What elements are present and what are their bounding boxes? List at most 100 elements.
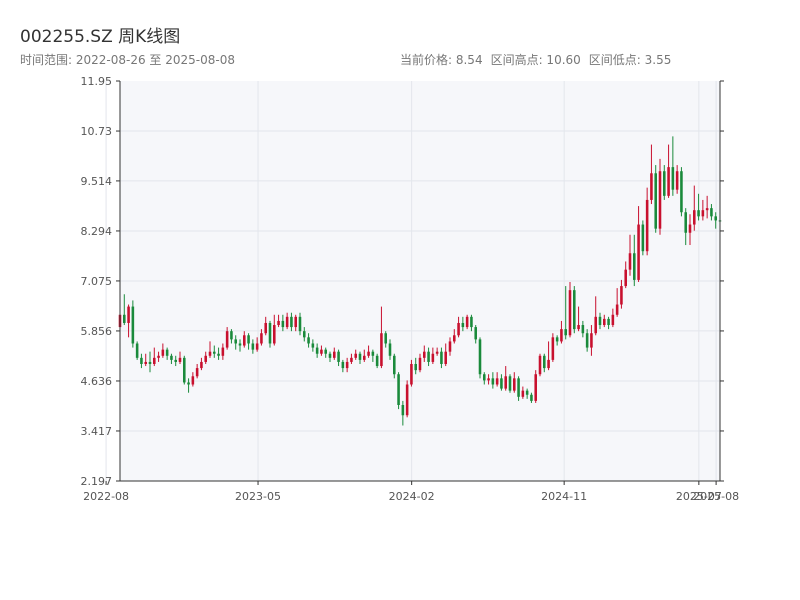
candle-body [658,171,662,229]
candle-body [431,353,435,362]
candle-body [423,351,426,358]
chart-title: 002255.SZ 周K线图 [20,27,181,47]
candle-body [607,318,610,326]
candle-body [440,351,443,364]
candle-body [543,355,546,369]
candle-body [247,335,250,344]
x-tick-label: 2025-08 [693,490,739,503]
chart-subtitle: 时间范围: 2022-08-26 至 2025-08-08 [20,53,235,67]
candle-body [307,337,310,344]
candle-body [714,216,717,221]
candle-body [650,173,653,200]
candles [118,136,722,426]
candle-body [590,333,593,348]
candle-body [620,286,623,305]
candle-body [127,306,130,323]
candle-body [264,322,267,334]
candle-body [478,339,482,375]
y-ticks: 11.95 10.73 9.514 8.294 7.075 5.856 4.636 3.417… [81,75,724,488]
candle-body [187,382,190,385]
candle-body [560,329,563,342]
candle-body [157,355,160,358]
candle-body [135,343,139,358]
candle-body [243,335,246,346]
candle-body [208,351,212,356]
candle-body [470,316,473,328]
candle-body [204,355,207,362]
candle-body [328,353,332,358]
candle-body [444,351,447,364]
candle-body [598,316,602,326]
candle-body [260,333,263,344]
candle-body [654,173,657,229]
candle-body [388,343,392,356]
candle-body [273,325,276,344]
y-tick-label: 3.417 [81,425,113,438]
x-tick-label: 2022-08 [83,490,129,503]
candle-body [350,357,353,362]
candle-body [551,337,555,360]
candle-body [547,359,550,369]
candle-body [637,224,640,280]
candle-body [500,378,503,389]
candle-body [474,327,477,340]
candle-body [633,253,636,280]
candle-body [294,316,297,328]
candle-body [384,333,387,344]
y-tick-label: 10.73 [81,125,113,138]
x-tick-label: 2025-07 [676,490,722,503]
candle-body [401,405,405,416]
x-ticks: 2022-08 2023-05 2024-02 2024-11 2025-072025-… [83,481,739,503]
candle-body [521,390,525,397]
y-tick-label: 8.294 [81,225,113,238]
candle-body [517,378,520,397]
candle-body [311,343,315,348]
candle-body [513,378,516,391]
candle-body [195,368,199,377]
candle-body [581,325,585,334]
candle-body [148,361,152,364]
candle-body [405,384,409,416]
y-tick-label: 4.636 [81,375,113,388]
candle-body [375,355,379,367]
candle-body [414,363,417,371]
candle-body [333,351,336,358]
y-tick-label: 11.95 [81,75,113,88]
current-price: 当前价格: 8.54 [400,53,483,67]
candle-body [380,333,383,367]
candle-body [165,349,169,356]
candle-body [230,331,233,340]
candle-body [624,269,627,287]
candle-body [255,343,259,350]
candle-body [491,378,495,385]
candle-body [465,316,469,328]
candle-body [367,351,370,356]
candle-body [594,316,597,334]
candle-body [534,374,537,401]
candle-body [358,353,362,360]
range-high: 区间高点: 10.60 [490,53,581,67]
candle-body [418,357,422,371]
candle-body [525,390,529,395]
candle-body [688,224,692,233]
candle-body [427,351,430,362]
candle-body [508,376,512,391]
candle-body [153,357,156,364]
candle-body [457,322,460,336]
candle-body [483,374,486,381]
candle-body [585,333,589,348]
x-tick-label: 2023-05 [235,490,281,503]
candle-body [410,363,413,385]
candle-body [315,347,319,354]
candle-body [504,376,507,389]
candle-body [667,167,670,196]
candle-body [178,357,182,362]
candle-body [213,351,216,354]
candle-body [564,329,567,336]
candle-body [611,314,615,326]
candle-body [393,355,396,375]
candle-body [277,320,280,326]
y-tick-label: 9.514 [81,175,113,188]
candle-body [221,347,225,356]
candle-body [530,394,533,401]
